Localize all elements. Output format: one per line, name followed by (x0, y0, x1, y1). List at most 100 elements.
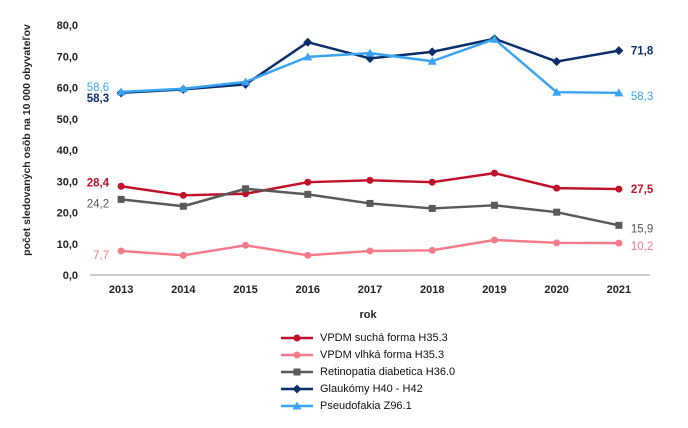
data-point (490, 169, 498, 177)
data-point (615, 221, 623, 229)
data-point (553, 239, 561, 247)
data-point (242, 241, 250, 249)
data-label-first: 7,7 (93, 250, 109, 262)
data-point (179, 251, 187, 259)
data-point (241, 77, 251, 86)
series-retinopatia-diabetica-h36-0 (117, 185, 623, 229)
x-tick-label: 2021 (607, 284, 631, 296)
data-point (428, 246, 436, 254)
data-point (303, 52, 313, 61)
data-point (304, 190, 312, 198)
x-axis-title: rok (359, 309, 377, 321)
data-point (553, 208, 561, 216)
data-point (366, 176, 374, 184)
series-pseudofakia-z96-1 (116, 34, 624, 97)
legend-item: Pseudofakia Z96.1 (280, 397, 455, 414)
data-point (614, 88, 624, 97)
data-point (178, 84, 188, 93)
series-line (121, 37, 619, 95)
y-tick-label: 50,0 (57, 114, 78, 126)
data-point (615, 185, 623, 193)
data-point (303, 37, 313, 47)
legend-swatch (281, 368, 313, 375)
data-point (552, 57, 562, 67)
data-point (117, 247, 125, 255)
data-point (366, 199, 374, 207)
legend-label: VPDM suchá forma H35.3 (320, 331, 448, 344)
data-point (428, 178, 436, 186)
y-tick-label: 40,0 (57, 145, 78, 157)
data-point (116, 87, 126, 96)
x-tick-label: 2019 (482, 284, 506, 296)
data-point (293, 351, 301, 358)
data-point (292, 401, 302, 409)
legend: VPDM suchá forma H35.3 VPDM vlhká forma H… (280, 329, 455, 414)
legend-label: Pseudofakia Z96.1 (320, 399, 412, 412)
data-label-last: 15,9 (631, 223, 653, 235)
x-tick-label: 2014 (171, 284, 196, 296)
legend-label: VPDM vlhká forma H35.3 (320, 348, 445, 361)
axes: 0,0 10,0 20,0 30,0 40,0 50,0 60,0 70,0 80,0 2013 2… (57, 20, 650, 296)
series-vpdm-such-forma-h35-3 (117, 169, 623, 199)
legend-swatch (281, 334, 313, 341)
data-point (490, 236, 498, 244)
legend-swatch (281, 384, 313, 393)
data-point (615, 239, 623, 247)
data-point (292, 384, 302, 393)
data-point (489, 34, 499, 43)
y-tick-label: 10,0 (57, 239, 78, 251)
y-axis-title: počet sledovaných osôb na 10 000 obyvate… (21, 24, 33, 256)
data-labels: 28,427,57,710,224,215,958,371,858,658,3 (87, 46, 654, 262)
series-layer (116, 34, 624, 259)
data-label-last: 71,8 (631, 46, 654, 58)
legend-item: Retinopatia diabetica H36.0 (280, 363, 455, 380)
series-line (121, 37, 620, 95)
legend-swatch (281, 351, 313, 358)
y-tick-label: 60,0 (57, 83, 78, 95)
data-point (293, 334, 301, 341)
data-point (304, 251, 312, 259)
data-point (552, 87, 562, 96)
data-point (614, 46, 624, 56)
data-point (427, 56, 437, 65)
legend-item: Glaukómy H40 - H42 (280, 380, 455, 397)
data-point (242, 185, 250, 193)
y-tick-label: 20,0 (57, 208, 78, 220)
data-label-last: 27,5 (631, 184, 654, 196)
y-tick-label: 0,0 (63, 270, 78, 282)
x-tick-label: 2015 (233, 284, 257, 296)
x-tick-label: 2016 (296, 284, 320, 296)
y-tick-label: 30,0 (57, 176, 78, 188)
x-tick-label: 2018 (420, 284, 444, 296)
data-label-last: 10,2 (631, 241, 653, 253)
series-vpdm-vlhk-forma-h35-3 (117, 236, 623, 259)
data-label-first: 58,6 (87, 82, 109, 94)
y-tick-label: 70,0 (57, 51, 78, 63)
data-point (427, 47, 437, 57)
x-tick-label: 2020 (544, 284, 568, 296)
data-point (179, 202, 187, 210)
data-point (428, 204, 436, 212)
series-line (120, 171, 619, 197)
data-point (117, 195, 125, 203)
legend-swatch (281, 401, 313, 409)
legend-label: Retinopatia diabetica H36.0 (320, 365, 456, 378)
data-label-first: 24,2 (87, 198, 109, 210)
legend-label: Glaukómy H40 - H42 (320, 382, 423, 395)
data-point (365, 48, 375, 57)
data-point (553, 184, 561, 192)
data-point (117, 182, 125, 190)
data-point (366, 247, 374, 255)
data-point (179, 191, 187, 199)
data-label-last: 58,3 (631, 91, 653, 103)
data-label-first: 28,4 (87, 177, 110, 189)
data-point (304, 178, 312, 186)
y-tick-label: 80,0 (57, 20, 78, 32)
legend-item: VPDM suchá forma H35.3 (280, 329, 455, 346)
x-tick-label: 2013 (109, 284, 133, 296)
data-label-first: 58,3 (87, 93, 109, 105)
x-tick-label: 2017 (358, 284, 382, 296)
data-point (293, 368, 301, 375)
data-point (490, 201, 498, 209)
